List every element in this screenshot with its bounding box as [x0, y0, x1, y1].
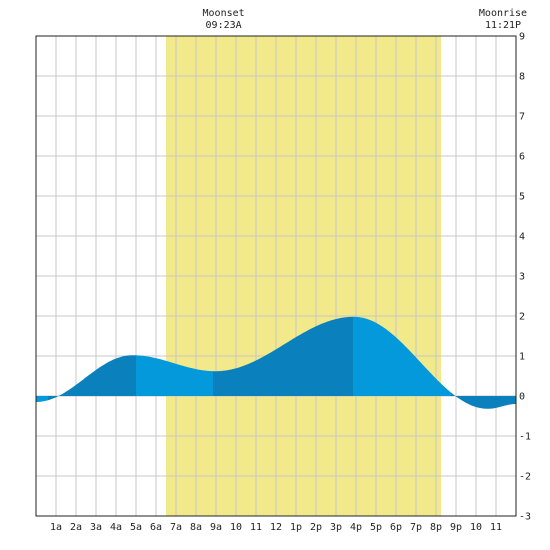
- tide-band: [213, 316, 353, 396]
- x-tick-label: 6a: [150, 522, 162, 533]
- y-tick-label: 3: [519, 272, 525, 283]
- moon-event-time: 11:21P: [485, 20, 521, 31]
- x-tick-label: 3p: [330, 522, 342, 533]
- x-tick-label: 9a: [210, 522, 222, 533]
- tide-band: [136, 355, 213, 396]
- x-tick-label: 8p: [430, 522, 442, 533]
- y-tick-label: 5: [519, 192, 525, 203]
- moon-event-time: 09:23A: [206, 20, 242, 31]
- x-tick-label: 9p: [450, 522, 462, 533]
- tide-band: [48, 355, 136, 401]
- tide-band: [353, 316, 451, 396]
- x-tick-label: 11: [490, 522, 502, 533]
- x-tick-label: 3a: [90, 522, 102, 533]
- x-tick-label: 2a: [70, 522, 82, 533]
- x-tick-label: 8a: [190, 522, 202, 533]
- tide-band: [451, 392, 516, 409]
- moon-event-label: Moonset: [203, 8, 245, 19]
- x-tick-label: 4a: [110, 522, 122, 533]
- x-tick-label: 5p: [370, 522, 382, 533]
- x-tick-label: 5a: [130, 522, 142, 533]
- moon-event-label: Moonrise: [479, 8, 527, 19]
- y-tick-label: 7: [519, 112, 525, 123]
- y-tick-label: 1: [519, 352, 525, 363]
- y-tick-label: 4: [519, 232, 525, 243]
- x-tick-label: 7a: [170, 522, 182, 533]
- tide-band: [36, 396, 48, 402]
- x-tick-label: 1p: [290, 522, 302, 533]
- x-tick-label: 11: [250, 522, 262, 533]
- x-tick-label: 12: [270, 522, 282, 533]
- y-tick-label: 2: [519, 312, 525, 323]
- x-tick-label: 10: [230, 522, 242, 533]
- x-tick-label: 2p: [310, 522, 322, 533]
- y-tick-label: 0: [519, 392, 525, 403]
- plot-frame: [35, 35, 517, 517]
- x-tick-label: 4p: [350, 522, 362, 533]
- x-tick-label: 1a: [50, 522, 62, 533]
- x-tick-label: 6p: [390, 522, 402, 533]
- y-tick-label: 8: [519, 72, 525, 83]
- y-tick-label: 9: [519, 32, 525, 43]
- x-tick-label: 7p: [410, 522, 422, 533]
- y-tick-label: -2: [519, 472, 531, 483]
- x-tick-label: 10: [470, 522, 482, 533]
- y-tick-label: -3: [519, 512, 531, 523]
- y-tick-label: 6: [519, 152, 525, 163]
- y-tick-label: -1: [519, 432, 531, 443]
